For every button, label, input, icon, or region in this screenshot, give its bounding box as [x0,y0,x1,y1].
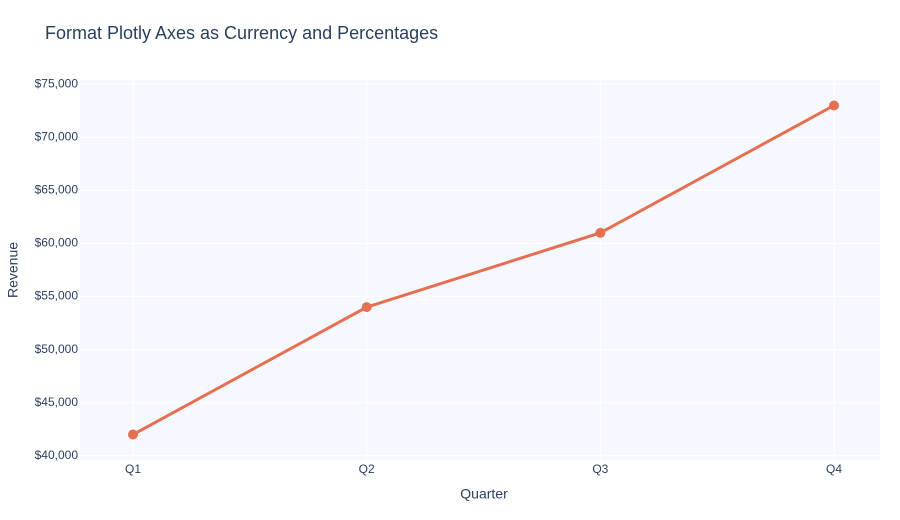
line [132,104,835,436]
point [595,227,606,238]
y-tick-label: $40,000 [35,448,79,462]
x-axis-title: Quarter [460,486,508,502]
y-tick-label: $50,000 [35,342,79,356]
y-axis-title: Revenue [5,242,21,298]
point [829,100,839,111]
x-tick-label: Q2 [359,462,375,476]
chart-title: Format Plotly Axes as Currency and Perce… [45,23,438,43]
y-tick-label: $60,000 [35,236,79,250]
y-tick-label: $70,000 [35,129,79,143]
y-tick-label: $45,000 [35,395,79,409]
x-tick-label: Q4 [826,462,842,476]
point [361,302,372,313]
y-tick-label: $55,000 [35,289,79,303]
x-tick-label: Q1 [125,462,141,476]
point [128,429,138,440]
y-tick-label: $75,000 [35,76,79,90]
x-tick-label: Q3 [592,462,608,476]
y-tick-label: $65,000 [35,183,79,197]
